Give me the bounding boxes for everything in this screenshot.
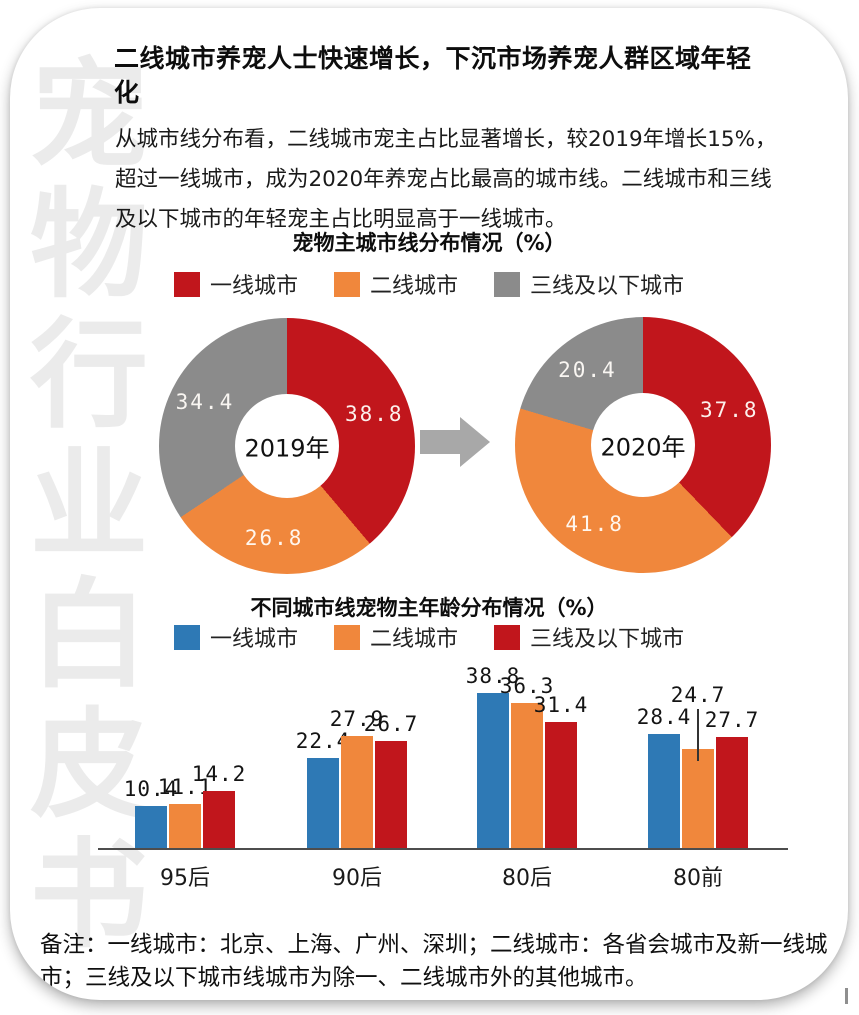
bar-value-label: 14.2 [191,762,247,787]
donut-chart-title: 宠物主城市线分布情况（%） [292,231,566,255]
bar-80前-一线城市 [648,734,680,848]
callout-line [697,709,699,762]
category-label-80hou: 80后 [502,866,552,891]
bar-value-label: 11.1 [157,774,213,799]
bar-90后-三线及以下城市 [375,741,407,848]
legend-label: 一线城市 [209,274,298,299]
bar-95后-一线城市 [135,806,167,848]
bar-80后-二线城市 [511,702,543,848]
donut-hole [235,394,339,498]
legend-item-tier3: 三线及以下城市 [494,621,684,653]
legend-label: 一线城市 [209,627,298,652]
watermark-char: 书 [30,826,149,964]
donut-slice-value: 41.8 [565,512,624,537]
bar-value-label: 36.3 [499,673,555,698]
watermark-char: 宠 [30,46,149,184]
bar-value-label: 27.7 [704,708,760,733]
donut-chart-2019: 2019年 38.8 26.8 34.4 [159,318,415,574]
screenshot-edge-artifact [845,988,848,1004]
tier3-swatch-icon [494,271,520,297]
tier3-swatch-icon [494,624,520,650]
infographic-card: 宠物行业白皮书 二线城市养宠人士快速增长，下沉市场养宠人群区域年轻化 从城市线分… [10,8,848,1000]
tier2-swatch-icon [333,271,360,297]
bar-value-label: 31.4 [533,693,589,718]
donut-chart-2020: 2020年 37.8 41.8 20.4 [515,317,771,573]
legend-label: 二线城市 [369,274,458,299]
donut-slice-value: 38.8 [345,401,404,426]
legend-label: 三线及以下城市 [530,274,685,299]
intro-paragraph: 从城市线分布看，二线城市宠主占比显著增长，较2019年增长15%，超过一线城市，… [115,127,777,232]
tier1-swatch-icon [173,271,200,297]
donut-slice-value: 20.4 [558,358,617,383]
bar-chart-title: 不同城市线宠物主年龄分布情况（%） [250,596,608,620]
donut-slice-value: 34.4 [175,390,235,415]
category-label-90hou: 90后 [332,866,382,891]
watermark-char: 白 [30,566,149,704]
right-arrow-icon [420,417,490,467]
watermark-char: 业 [30,436,149,574]
bar-90后-二线城市 [341,736,373,848]
bar-value-label: 22.4 [295,729,351,754]
bar-95后-三线及以下城市 [203,791,235,848]
bar-80后-三线及以下城市 [545,722,577,848]
watermark-text: 宠物行业白皮书 [30,50,148,960]
watermark-char: 皮 [30,696,149,834]
bar-chart: 10.4 11.1 14.2 22.4 27.9 26.7 38.8 36.3 31.4 28.4… [10,650,848,852]
donut-center-label-2020: 2020年 [600,433,686,462]
watermark-char: 行 [30,306,149,444]
bar-value-label: 28.4 [636,705,692,730]
tier2-swatch-icon [333,624,360,650]
category-label-95hou: 95后 [160,866,210,891]
bar-legend: 一线城市 二线城市 三线及以下城市 [10,621,848,653]
legend-item-tier1: 一线城市 [173,268,298,300]
donut-slice-value: 37.8 [699,398,759,423]
legend-label: 二线城市 [369,627,458,652]
legend-item-tier1: 一线城市 [173,621,298,653]
bar-80前-二线城市 [682,749,714,848]
bar-value-label: 38.8 [465,663,521,688]
bar-80前-三线及以下城市 [716,737,748,848]
legend-item-tier2: 二线城市 [333,621,458,653]
bar-value-label: 24.7 [670,683,726,708]
legend-label: 三线及以下城市 [530,627,685,652]
donut-center-label-2019: 2019年 [244,434,330,463]
donut-slice-value: 26.8 [244,526,304,551]
category-label-80qian: 80前 [673,866,723,891]
donut-legend: 一线城市 二线城市 三线及以下城市 [10,268,848,300]
legend-item-tier3: 三线及以下城市 [494,268,684,300]
legend-item-tier2: 二线城市 [333,268,458,300]
bar-90后-一线城市 [307,758,339,848]
donut-hole [591,393,695,497]
x-axis-line [98,848,788,850]
bar-value-label: 26.7 [363,712,419,737]
footnote: 备注：一线城市：北京、上海、广州、深圳；二线城市：各省会城市及新一线城市；三线及… [40,932,828,991]
bar-95后-二线城市 [169,803,201,848]
tier1-swatch-icon [173,624,200,650]
page-title: 二线城市养宠人士快速增长，下沉市场养宠人群区域年轻化 [114,44,752,107]
bar-value-label: 10.4 [123,777,179,802]
watermark-char: 物 [30,176,149,314]
bar-value-label: 27.9 [329,707,385,732]
bar-80后-一线城市 [477,692,509,848]
